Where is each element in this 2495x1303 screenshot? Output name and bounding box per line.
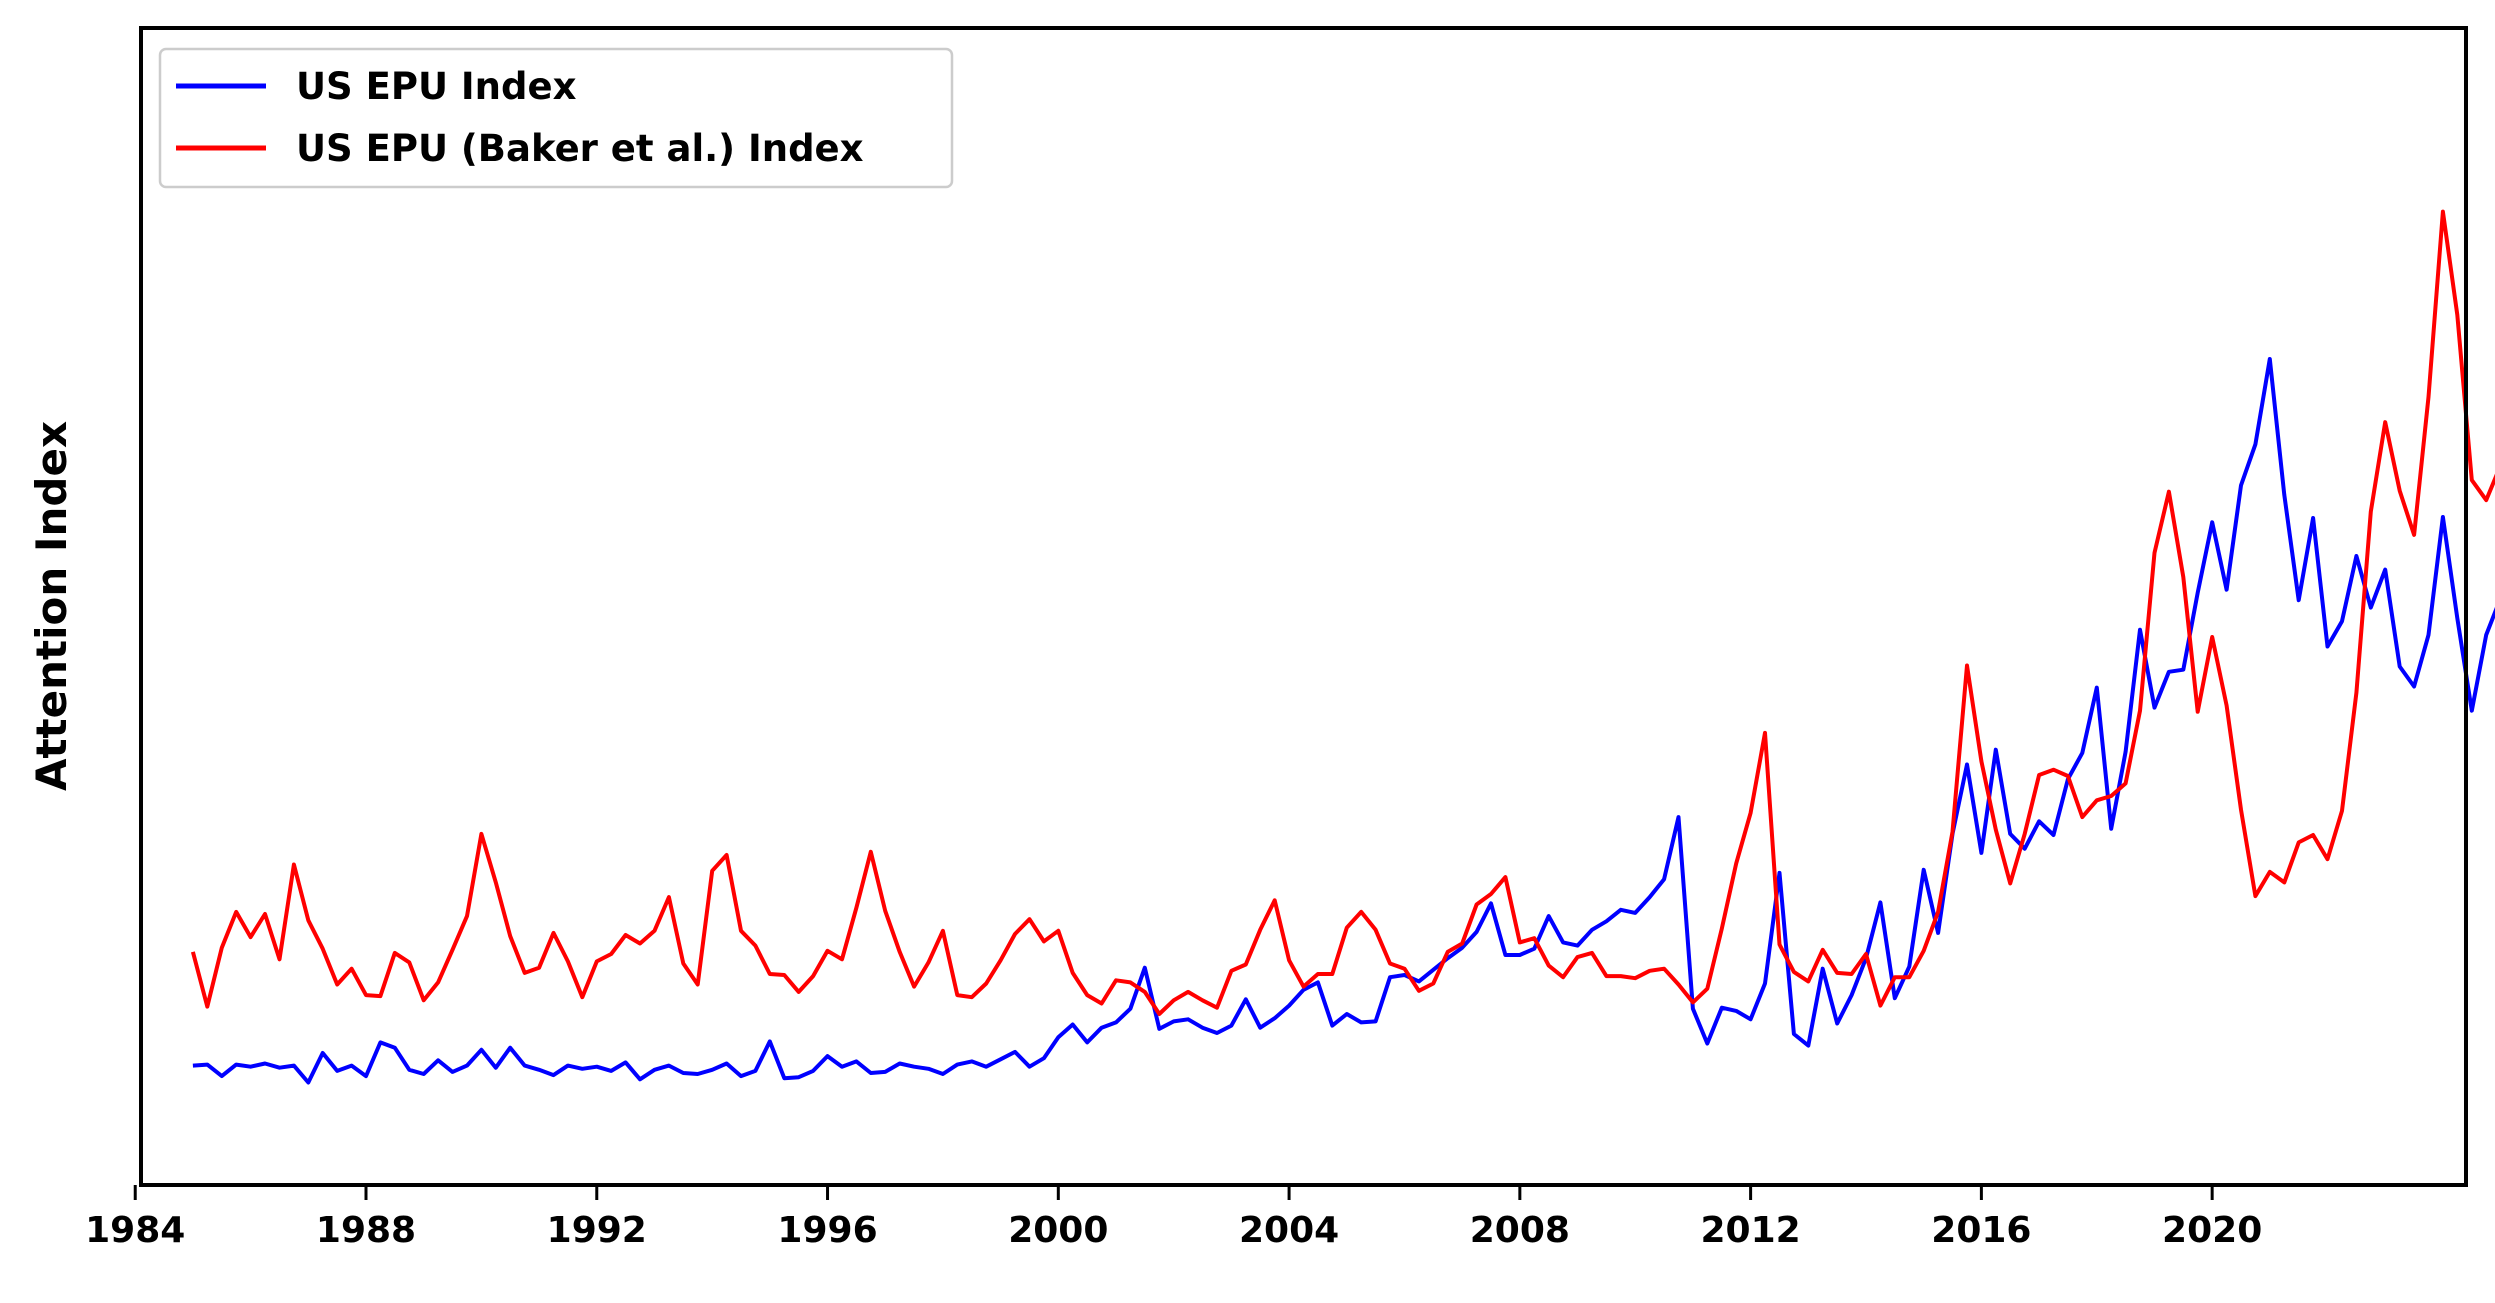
y-axis-label: Attention Index [27, 421, 76, 791]
legend: US EPU Index US EPU (Baker et al.) Index [160, 49, 952, 187]
x-tick-label: 2012 [1701, 1210, 1801, 1251]
x-tick-label: 2000 [1008, 1210, 1108, 1251]
x-tick-label: 2016 [1931, 1210, 2031, 1251]
x-tick-label: 1996 [777, 1210, 877, 1251]
legend-label-us-epu-index: US EPU Index [296, 65, 577, 108]
x-tick-label: 2004 [1239, 1210, 1339, 1251]
x-tick-label: 1988 [316, 1210, 416, 1251]
legend-label-us-epu-baker-index: US EPU (Baker et al.) Index [296, 127, 864, 170]
x-tick-label: 1984 [85, 1210, 185, 1251]
x-tick-label: 2008 [1470, 1210, 1570, 1251]
x-tick-label: 2020 [2162, 1210, 2262, 1251]
x-tick-label: 1992 [547, 1210, 647, 1251]
